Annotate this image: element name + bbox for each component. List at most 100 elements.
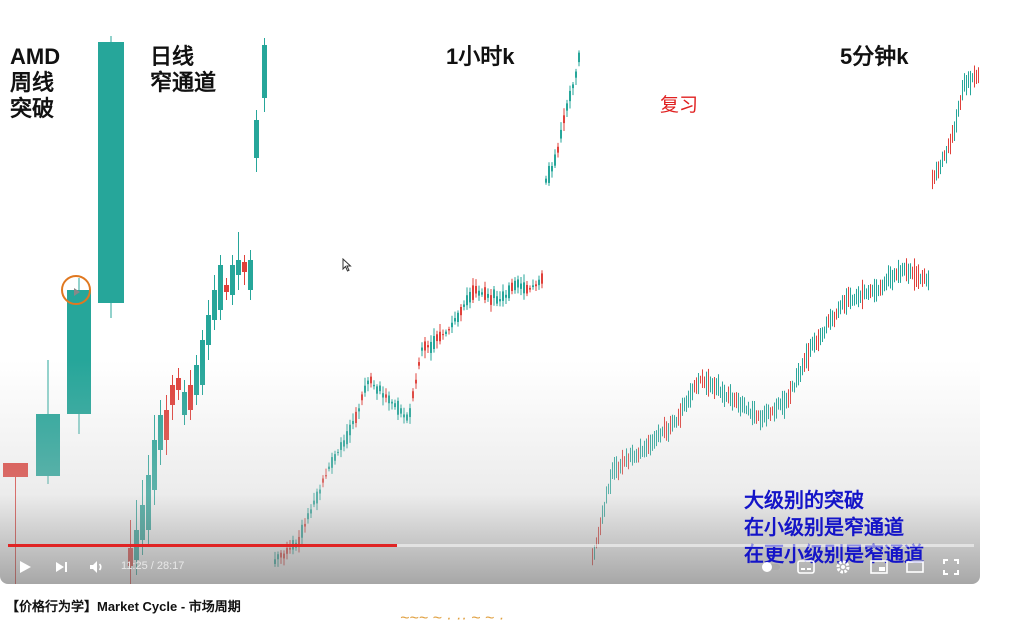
autoplay-icon[interactable] — [760, 556, 782, 578]
theater-icon[interactable] — [904, 556, 926, 578]
candle — [726, 391, 727, 402]
candle — [418, 357, 420, 370]
mouse-cursor-icon — [342, 258, 352, 272]
candle — [307, 508, 309, 524]
miniplayer-icon[interactable] — [868, 556, 890, 578]
candle — [382, 386, 384, 406]
candle — [756, 410, 757, 424]
candle — [310, 504, 312, 518]
one-hour-label: 1小时k — [446, 44, 515, 69]
candle — [343, 434, 345, 452]
candle — [158, 400, 163, 465]
candle — [412, 388, 414, 402]
volume-icon[interactable] — [86, 556, 108, 578]
candle — [628, 453, 629, 470]
candle — [652, 434, 653, 451]
candle — [614, 456, 615, 480]
candle — [826, 316, 827, 334]
candle — [868, 284, 869, 301]
candle — [541, 270, 543, 289]
candle — [788, 389, 789, 408]
candle — [918, 264, 919, 290]
candle — [676, 416, 677, 428]
candle — [146, 455, 151, 545]
candle — [744, 397, 745, 414]
candle — [932, 169, 933, 190]
fullscreen-icon[interactable] — [940, 556, 962, 578]
progress-bar[interactable] — [8, 544, 974, 547]
candle — [884, 276, 885, 292]
candle — [702, 369, 703, 389]
candle — [391, 399, 393, 410]
candle — [958, 100, 959, 117]
candle — [870, 284, 871, 299]
candle — [313, 492, 315, 508]
candle — [852, 294, 853, 306]
candle — [882, 279, 883, 296]
candle — [622, 449, 623, 475]
next-icon[interactable] — [50, 556, 72, 578]
candle — [916, 266, 917, 288]
candle — [720, 386, 721, 399]
candle — [170, 375, 175, 420]
candle — [964, 73, 965, 92]
candle — [511, 278, 513, 295]
candle — [966, 75, 967, 96]
candle — [490, 288, 492, 312]
candle — [810, 338, 811, 357]
candle — [782, 390, 783, 415]
candle — [934, 170, 935, 185]
candle — [496, 290, 498, 307]
candle — [728, 386, 729, 404]
candle — [874, 278, 875, 303]
candle — [740, 397, 741, 417]
candle — [529, 285, 531, 293]
player-controls: 11:25 / 28:17 — [0, 550, 980, 584]
candle — [710, 376, 711, 393]
candle — [752, 400, 753, 426]
candle — [484, 281, 486, 304]
candle — [708, 368, 709, 397]
candle — [618, 461, 619, 481]
candle — [648, 434, 649, 455]
candle — [409, 403, 411, 424]
candle — [814, 332, 815, 353]
candle — [472, 278, 474, 303]
candle — [862, 279, 863, 310]
candle — [970, 70, 971, 96]
candle — [952, 124, 953, 143]
candle — [774, 402, 775, 422]
candle — [560, 122, 562, 143]
candle — [640, 438, 641, 459]
video-title[interactable]: 【价格行为学】Market Cycle - 市场周期 — [6, 599, 241, 614]
play-icon[interactable] — [14, 556, 36, 578]
candle — [706, 371, 707, 395]
candle — [824, 326, 825, 339]
candle — [892, 269, 893, 291]
candle — [840, 300, 841, 315]
candle — [578, 50, 580, 67]
candle — [442, 329, 444, 340]
candle — [436, 330, 438, 349]
candle — [730, 384, 731, 407]
candle — [634, 450, 635, 463]
candle — [800, 366, 801, 382]
progress-bar-fill — [8, 544, 398, 547]
candle — [563, 108, 565, 131]
candle — [319, 484, 321, 501]
candle — [424, 336, 426, 359]
candle — [346, 424, 348, 449]
candle — [760, 410, 761, 431]
candle — [218, 255, 223, 320]
video-player[interactable]: AMD 周线 突破 日线 窄通道 1小时k 5分钟k 复习 大级别的突破 在小级… — [0, 0, 980, 584]
candle — [451, 315, 453, 333]
candle — [355, 407, 357, 428]
subtitles-icon[interactable] — [795, 556, 817, 578]
candle — [532, 279, 534, 290]
candle — [764, 405, 765, 423]
candle — [664, 416, 665, 439]
candle — [358, 403, 360, 420]
candle — [686, 395, 687, 413]
gear-icon[interactable] — [832, 556, 854, 578]
candle — [694, 380, 695, 393]
